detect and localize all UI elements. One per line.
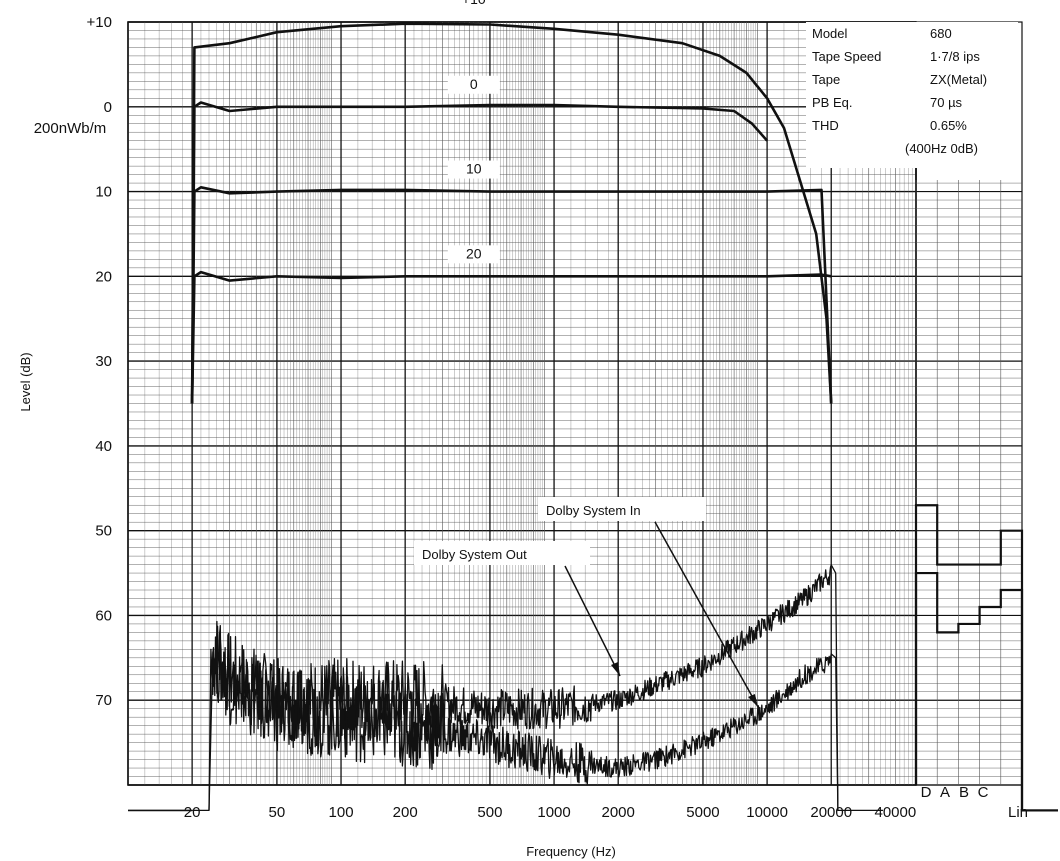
annotation-box-dolby-out [414,541,590,565]
weighting-label: C [978,784,989,801]
weighted-curve-dolby-in [914,571,1058,812]
y-tick-label: 60 [95,607,112,624]
y-tick-label: 0 [104,99,112,116]
info-key-thd: THD [812,118,839,133]
annotation-box-dolby-in [538,497,706,521]
info-box-background [806,22,1018,168]
y-tick-label: 70 [95,692,112,709]
y-axis-title: Level (dB) [18,352,33,411]
noise-curve-dolby-in [208,620,839,811]
x-tick-label: 1000 [537,804,570,821]
weighting-label: D [921,784,932,801]
curve-label-box [447,160,500,179]
y-tick-label: 40 [95,438,112,455]
x-tick-label: 50 [269,804,286,821]
annotation-arrowhead-dolby-in [748,694,758,707]
curve-label-box [447,0,500,9]
curve-label-plus10: +10 [462,0,486,7]
y-tick-label: 10 [95,184,112,201]
x-tick-label: 2000 [602,804,635,821]
annotation-dolby-in: Dolby System In [546,503,641,518]
x-tick-label: 5000 [686,804,719,821]
x-axis-title: Frequency (Hz) [526,844,616,859]
info-value-thd: 0.65% [930,118,967,133]
curve-label-20: 20 [466,245,482,261]
curve-label-box [447,75,500,94]
x-tick-label: 40000 [874,804,916,821]
curves: +10 0 10 20 [128,0,883,812]
x-tick-label: 500 [477,804,502,821]
y-tick-label: 30 [95,353,112,370]
y-reference-label: 200nWb/m [34,120,107,137]
info-value-tape: ZX(Metal) [930,72,987,87]
y-tick-label: 50 [95,523,112,540]
info-key-tape-speed: Tape Speed [812,49,881,64]
y-tick-label: +10 [87,14,112,31]
weighting-label: B [959,784,969,801]
info-value-model: 680 [930,26,952,41]
response-curve-plus10 [190,22,833,404]
x-tick-label: 200 [393,804,418,821]
info-box: Model 680 Tape Speed 1·7/8 ips Tape ZX(M… [806,22,1018,168]
annotations: Dolby System In Dolby System Out [414,497,759,708]
y-tick-label: 20 [95,268,112,285]
curve-label-box [447,245,500,264]
x-tick-label: 20000 [810,804,852,821]
weighting-label: Lin [1008,804,1028,821]
annotation-dolby-out: Dolby System Out [422,547,527,562]
x-tick-label: 20 [184,804,201,821]
x-tick-label: 10000 [746,804,788,821]
weighted-noise-section [914,21,1058,812]
info-key-pb-eq: PB Eq. [812,95,852,110]
annotation-arrow-dolby-in [654,521,759,708]
noise-curve-dolby-out [192,564,883,812]
info-key-tape: Tape [812,72,840,87]
response-curve-20 [190,270,832,404]
info-key-model: Model [812,26,848,41]
annotation-arrow-dolby-out [564,565,621,677]
x-tick-label: 100 [329,804,354,821]
response-curve-0 [190,101,769,404]
curve-label-0: 0 [470,76,478,92]
weighting-label: A [940,784,950,801]
annotation-arrowhead-dolby-out [611,662,620,676]
info-value-thd-condition: (400Hz 0dB) [905,141,978,156]
curve-label-10: 10 [466,161,482,177]
info-value-tape-speed: 1·7/8 ips [930,49,980,64]
info-value-pb-eq: 70 µs [930,95,963,110]
response-curve-10 [190,186,833,404]
